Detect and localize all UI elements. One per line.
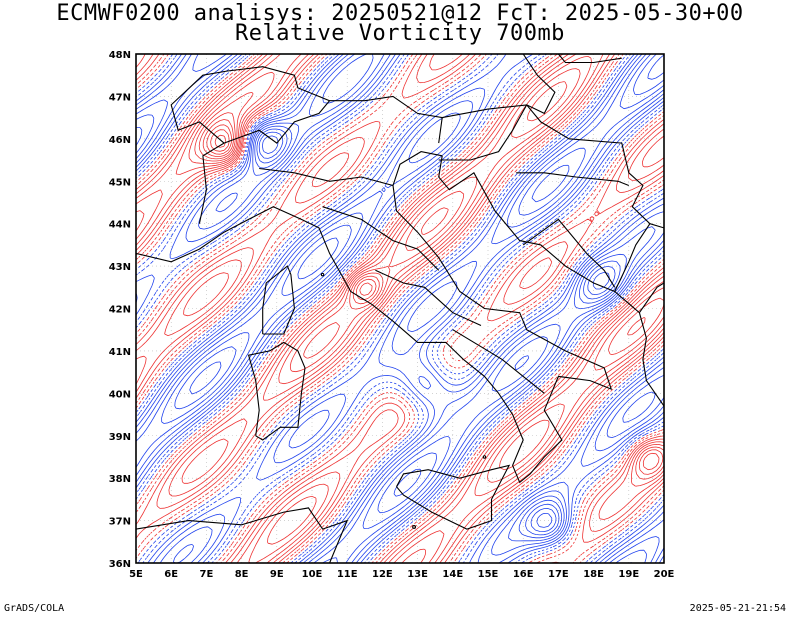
- lon-tick-label: 15E: [478, 569, 499, 580]
- footer-credit: GrADS/COLA: [4, 603, 65, 614]
- balkan-coastline: [438, 155, 664, 407]
- positive-vorticity-contour: [194, 81, 664, 475]
- map-frame: [135, 53, 665, 564]
- lat-tick-label: 39N: [109, 432, 131, 443]
- negative-vorticity-contour: [136, 54, 664, 563]
- croatia-border: [516, 172, 630, 187]
- corsica-coastline: [262, 265, 295, 335]
- lon-tick-label: 19E: [618, 569, 639, 580]
- austria-border: [522, 54, 556, 115]
- lat-tick-label: 41N: [109, 347, 131, 358]
- region-border: [259, 167, 394, 187]
- positive-vorticity-contour: [210, 129, 230, 152]
- lat-tick-label: 36N: [109, 559, 131, 570]
- negative-vorticity-contour: [262, 135, 610, 528]
- negative-vorticity-contour: [136, 54, 664, 563]
- region-border: [322, 206, 440, 271]
- lon-tick-label: 10E: [302, 569, 323, 580]
- lon-tick-label: 8E: [235, 569, 249, 580]
- africa-coastline: [136, 507, 349, 563]
- lat-tick-label: 42N: [109, 305, 131, 316]
- malta-island: [467, 564, 470, 567]
- footer-timestamp: 2025-05-21-21:54: [689, 603, 786, 614]
- lat-tick-label: 47N: [109, 92, 131, 103]
- slovenia-border: [438, 104, 528, 161]
- slovakia-border: [557, 54, 622, 64]
- negative-vorticity-contour: [136, 54, 664, 563]
- lon-tick-label: 12E: [372, 569, 393, 580]
- negative-vorticity-contour: [136, 54, 664, 563]
- negative-vorticity-contour: [136, 54, 664, 563]
- albania-border: [638, 282, 664, 314]
- lat-tick-label: 40N: [109, 389, 131, 400]
- positive-vorticity-contour: [136, 54, 664, 563]
- sardinia-coastline: [247, 341, 306, 441]
- swiss-border: [170, 66, 330, 144]
- lat-tick-label: 48N: [109, 50, 131, 61]
- lat-tick-label: 38N: [109, 474, 131, 485]
- serbia-border: [649, 223, 664, 229]
- negative-vorticity-contour: [136, 54, 664, 563]
- lat-tick-label: 43N: [109, 262, 131, 273]
- lat-tick-label: 44N: [109, 220, 131, 231]
- pantelleria-island: [412, 524, 417, 529]
- map-title-line1: ECMWF0200 analisys: 20250521@12 FcT: 202…: [56, 1, 744, 26]
- coastlines: [136, 54, 664, 567]
- lon-tick-label: 7E: [200, 569, 214, 580]
- lon-tick-label: 20E: [654, 569, 675, 580]
- latitude-tick-labels: 36N 37N 38N 39N 40N 41N 42N 43N 44N 45N 46N 47N 48N: [109, 50, 131, 570]
- france-coastline: [136, 231, 225, 263]
- lon-tick-label: 18E: [583, 569, 604, 580]
- italy-coastline: [223, 151, 613, 484]
- lon-tick-label: 17E: [548, 569, 569, 580]
- lat-lon-grid: [136, 54, 664, 563]
- positive-vorticity-contour: [136, 54, 664, 563]
- contour-field: [136, 54, 664, 563]
- lon-tick-label: 16E: [513, 569, 534, 580]
- lon-tick-label: 6E: [164, 569, 178, 580]
- lon-tick-label: 9E: [270, 569, 284, 580]
- elba-island: [320, 272, 325, 277]
- positive-vorticity-contour: [136, 68, 664, 563]
- lon-tick-label: 13E: [407, 569, 428, 580]
- positive-vorticity-contour: [136, 54, 664, 563]
- positive-vorticity-contour: [136, 54, 664, 563]
- positive-vorticity-contour: [136, 54, 664, 563]
- sicily-coastline: [396, 464, 511, 530]
- region-border: [452, 329, 545, 394]
- aeolian-island: [482, 455, 487, 459]
- lon-tick-label: 5E: [129, 569, 143, 580]
- lat-tick-label: 46N: [109, 135, 131, 146]
- lat-tick-label: 37N: [109, 517, 131, 528]
- map-title-line2: Relative Vorticity 700mb: [235, 21, 565, 46]
- bosnia-border: [522, 218, 616, 288]
- alpine-border: [198, 95, 443, 224]
- region-border: [375, 269, 482, 327]
- negative-vorticity-contour: [136, 54, 664, 563]
- lat-tick-label: 45N: [109, 177, 131, 188]
- lon-tick-label: 11E: [337, 569, 358, 580]
- lon-tick-label: 14E: [442, 569, 463, 580]
- longitude-tick-labels: 5E 6E 7E 8E 9E 10E 11E 12E 13E 14E 15E 16E 17E 18E 19E…: [129, 569, 674, 580]
